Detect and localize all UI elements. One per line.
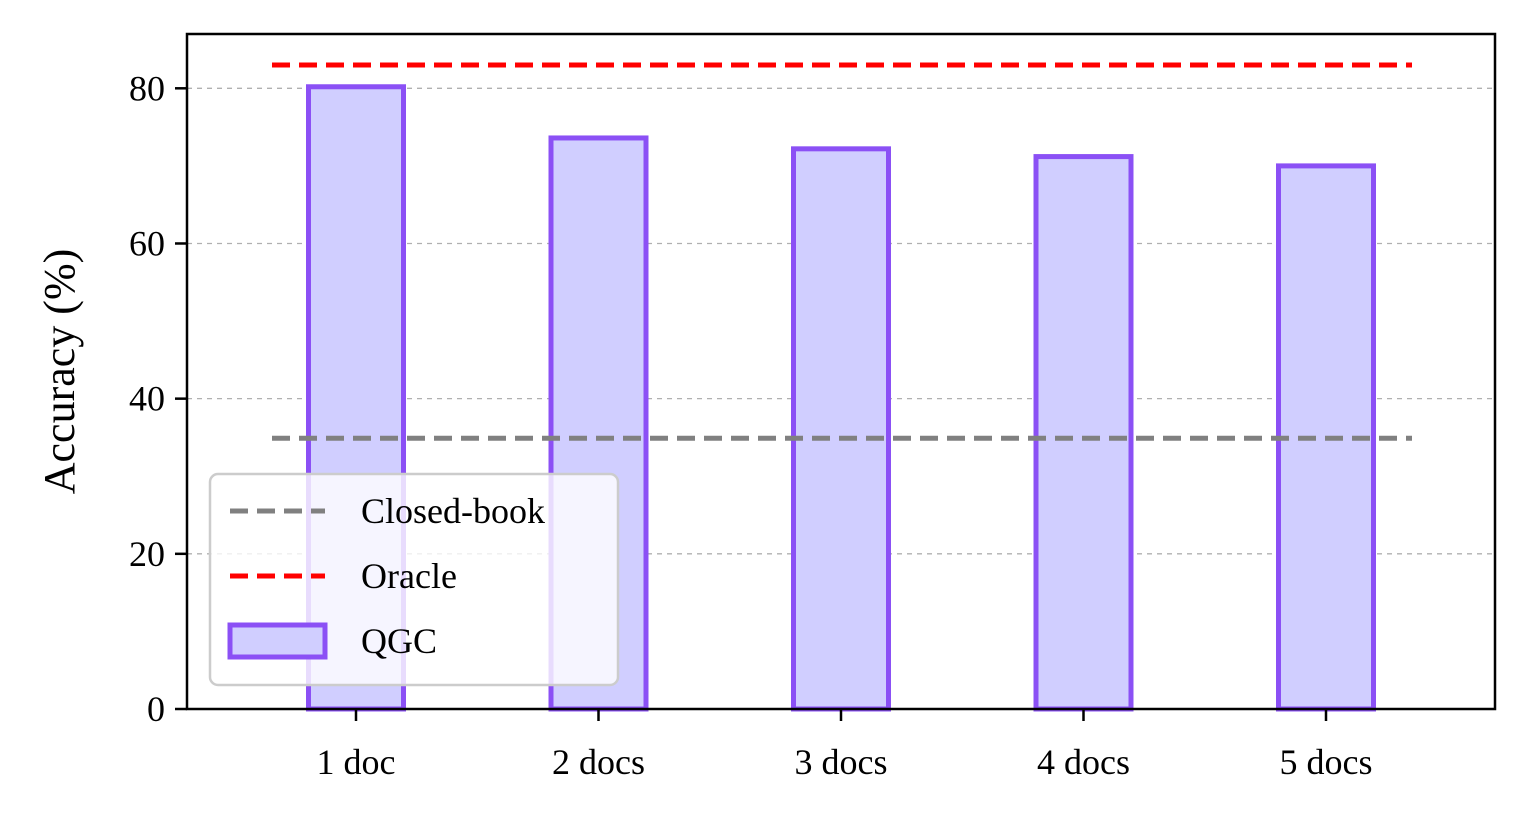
reference-lines [272, 62, 1412, 441]
legend-label-closed-book: Closed-book [361, 491, 545, 531]
y-tick-label: 40 [129, 379, 165, 419]
y-axis-ticks: 0 20 40 60 80 [129, 68, 187, 729]
y-axis-title: Accuracy (%) [35, 249, 84, 495]
legend: Closed-book Oracle QGC [208, 472, 620, 687]
x-tick-label: 3 docs [795, 742, 888, 782]
bar-3-docs [791, 146, 891, 712]
x-tick-label: 5 docs [1280, 742, 1373, 782]
legend-swatch-qgc [227, 622, 328, 660]
x-tick-label: 2 docs [552, 742, 645, 782]
x-tick-label: 1 doc [317, 742, 396, 782]
bar-4-docs [1033, 154, 1134, 712]
x-axis-ticks: 1 doc 2 docs 3 docs 4 docs 5 docs [317, 709, 1373, 782]
y-tick-label: 80 [129, 68, 165, 108]
legend-label-oracle: Oracle [361, 556, 457, 596]
legend-label-qgc: QGC [361, 621, 437, 661]
y-tick-label: 0 [147, 689, 165, 729]
x-tick-label: 4 docs [1037, 742, 1130, 782]
y-tick-label: 60 [129, 223, 165, 263]
y-tick-label: 20 [129, 534, 165, 574]
